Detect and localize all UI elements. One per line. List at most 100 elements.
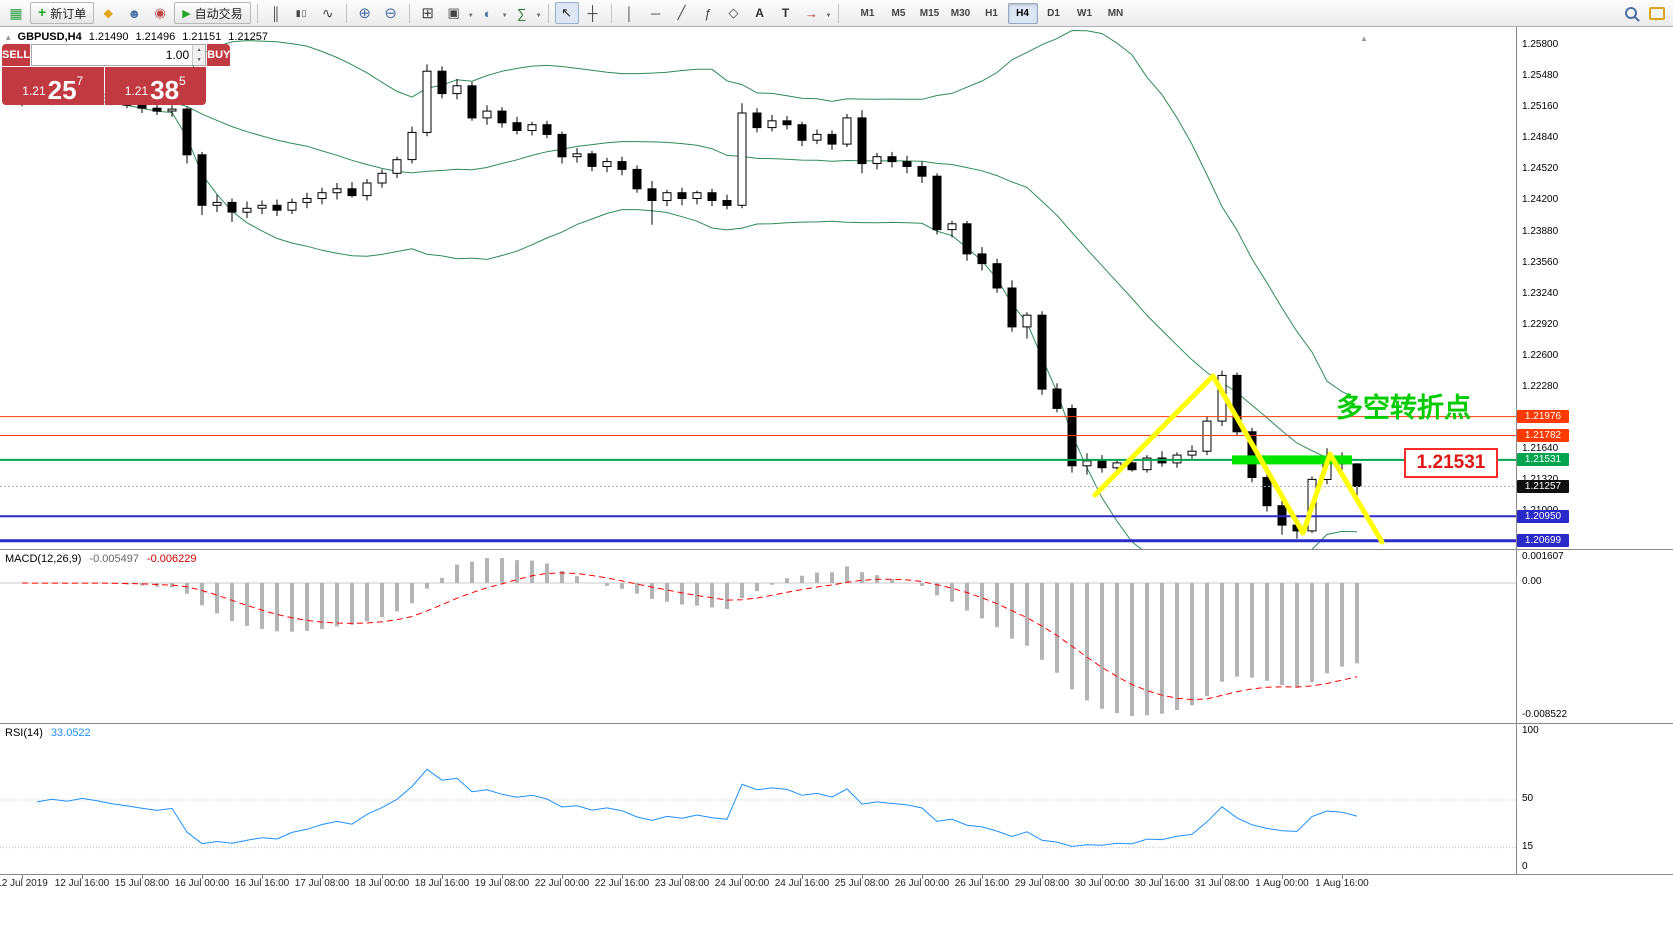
rsi-axis-label: 100 (1522, 725, 1539, 736)
chat-button[interactable] (1645, 2, 1669, 24)
timeframe-button-mn[interactable]: MN (1107, 7, 1124, 19)
trend-lines[interactable] (1092, 373, 1385, 545)
time-axis-label: 16 Jul 16:00 (234, 878, 290, 889)
search-button[interactable] (1619, 2, 1643, 24)
terminal-icon[interactable] (4, 2, 28, 24)
bar-chart-icon[interactable] (264, 2, 288, 24)
new-order-button[interactable]: 新订单 (30, 2, 95, 24)
candlestick-chart-icon[interactable] (290, 2, 314, 24)
vertical-line-icon[interactable] (618, 2, 642, 24)
rsi-line (36, 768, 1358, 847)
candle (947, 220, 957, 238)
chart-layout-icon[interactable] (442, 2, 466, 24)
rsi-chart[interactable] (0, 724, 1516, 875)
time-axis-label: 12 Jul 2019 (0, 878, 48, 889)
timeframe-button-m5[interactable]: M5 (891, 7, 906, 19)
macd-label: MACD(12,26,9) (5, 553, 82, 565)
time-axis-tick (622, 875, 623, 879)
cursor-icon[interactable] (554, 2, 579, 24)
toolbar-separator (610, 3, 612, 23)
candle (632, 165, 642, 193)
zoom-out-icon[interactable] (379, 2, 403, 24)
time-axis[interactable]: 12 Jul 2019 12 Jul 16:00 15 Jul 08:00 16 Ju… (0, 874, 1673, 892)
price-axis-label: 1.25480 (1522, 70, 1559, 82)
rsi-value: 33.0522 (50, 727, 91, 739)
candle (377, 169, 387, 188)
toolbar-separator (837, 3, 839, 23)
symbol-name: GBPUSD,H4 (17, 31, 82, 43)
time-axis-label: 30 Jul 16:00 (1134, 878, 1190, 889)
candle (527, 121, 537, 136)
time-axis-tick (142, 875, 143, 879)
indicators-icon[interactable] (510, 2, 534, 24)
price-line-chip: 1.21257 (1517, 480, 1569, 493)
toolbar-separator (547, 3, 549, 23)
highlight-zone[interactable] (1232, 455, 1352, 465)
price-axis-label: 1.23880 (1522, 225, 1559, 237)
macd-axis-label: -0.008522 (1522, 709, 1568, 720)
favorites-icon[interactable] (96, 2, 120, 24)
volume-decrease-button[interactable] (193, 55, 206, 65)
rsi-axis-label: 15 (1522, 840, 1534, 852)
time-axis-tick (742, 875, 743, 879)
price-axis-label: 1.21320 (1522, 474, 1558, 485)
horizontal-line-icon[interactable] (644, 2, 668, 24)
community-icon[interactable] (148, 2, 172, 24)
one-click-trading-panel: SELL BUY 1.21 25 7 1.21 38 5 (2, 44, 231, 105)
text-tool-icon[interactable]: A (755, 6, 764, 20)
timeframe-button-d1[interactable]: D1 (1047, 7, 1060, 19)
buy-price-big: 38 (150, 75, 180, 105)
tile-windows-icon[interactable] (416, 2, 440, 24)
time-axis-label: 16 Jul 00:00 (174, 878, 230, 889)
candle (887, 151, 897, 168)
buy-label[interactable]: BUY (207, 44, 231, 66)
time-axis-tick (862, 875, 863, 879)
macd-chart[interactable] (0, 550, 1516, 724)
volume-input[interactable] (32, 45, 193, 65)
bollinger-lower-band (21, 97, 1358, 549)
timeframe-button-w1[interactable]: W1 (1077, 7, 1092, 19)
candle (587, 150, 597, 172)
profile-icon[interactable] (122, 2, 146, 24)
trendline-icon[interactable] (670, 2, 694, 24)
timeframe-button-h1[interactable]: H1 (985, 7, 998, 19)
chevron-down-icon[interactable] (502, 4, 508, 22)
rsi-label: RSI(14) (5, 727, 43, 739)
line-chart-icon[interactable] (316, 2, 340, 24)
shapes-icon[interactable] (722, 2, 746, 24)
price-axis-label: 1.21640 (1522, 443, 1559, 455)
candle (572, 148, 582, 163)
sell-button[interactable]: 1.21 25 7 (2, 67, 104, 105)
label-tool-icon[interactable]: T (781, 6, 790, 20)
volume-increase-button[interactable] (193, 45, 206, 55)
main-chart[interactable] (0, 27, 1516, 549)
time-axis-label: 12 Jul 16:00 (54, 878, 110, 889)
candle (437, 66, 447, 99)
time-axis-label: 19 Jul 08:00 (474, 878, 530, 889)
chevron-down-icon[interactable] (536, 4, 542, 22)
chevron-down-icon[interactable] (826, 4, 832, 22)
zoom-in-icon[interactable] (353, 2, 377, 24)
sell-label[interactable]: SELL (2, 44, 31, 66)
timeframe-button-m1[interactable]: M1 (860, 7, 875, 19)
autotrading-button[interactable]: 自动交易 (174, 2, 251, 24)
candle (1082, 453, 1092, 475)
price-label-box[interactable]: 1.21531 (1404, 448, 1498, 478)
chart-annotation-text[interactable]: 多空转折点 (1336, 393, 1471, 423)
timeframe-clock-icon[interactable] (476, 2, 500, 24)
collapse-triangle-icon[interactable] (6, 31, 11, 43)
timeframe-button-m15[interactable]: M15 (919, 7, 940, 19)
chevron-down-icon[interactable] (468, 4, 474, 22)
arrows-icon[interactable] (800, 2, 824, 24)
timeframe-button-h4[interactable]: H4 (1007, 2, 1038, 24)
buy-price-sup: 5 (179, 74, 186, 88)
price-line-chip: 1.21531 (1517, 453, 1569, 467)
fibonacci-icon[interactable] (696, 2, 720, 24)
time-axis-tick (22, 875, 23, 879)
crosshair-icon[interactable] (581, 2, 605, 24)
timeframe-button-m30[interactable]: M30 (950, 7, 971, 19)
buy-button[interactable]: 1.21 38 5 (104, 67, 206, 105)
time-axis-label: 18 Jul 16:00 (414, 878, 470, 889)
time-axis-tick (1222, 875, 1223, 879)
chart-shift-marker[interactable] (1360, 28, 1368, 46)
